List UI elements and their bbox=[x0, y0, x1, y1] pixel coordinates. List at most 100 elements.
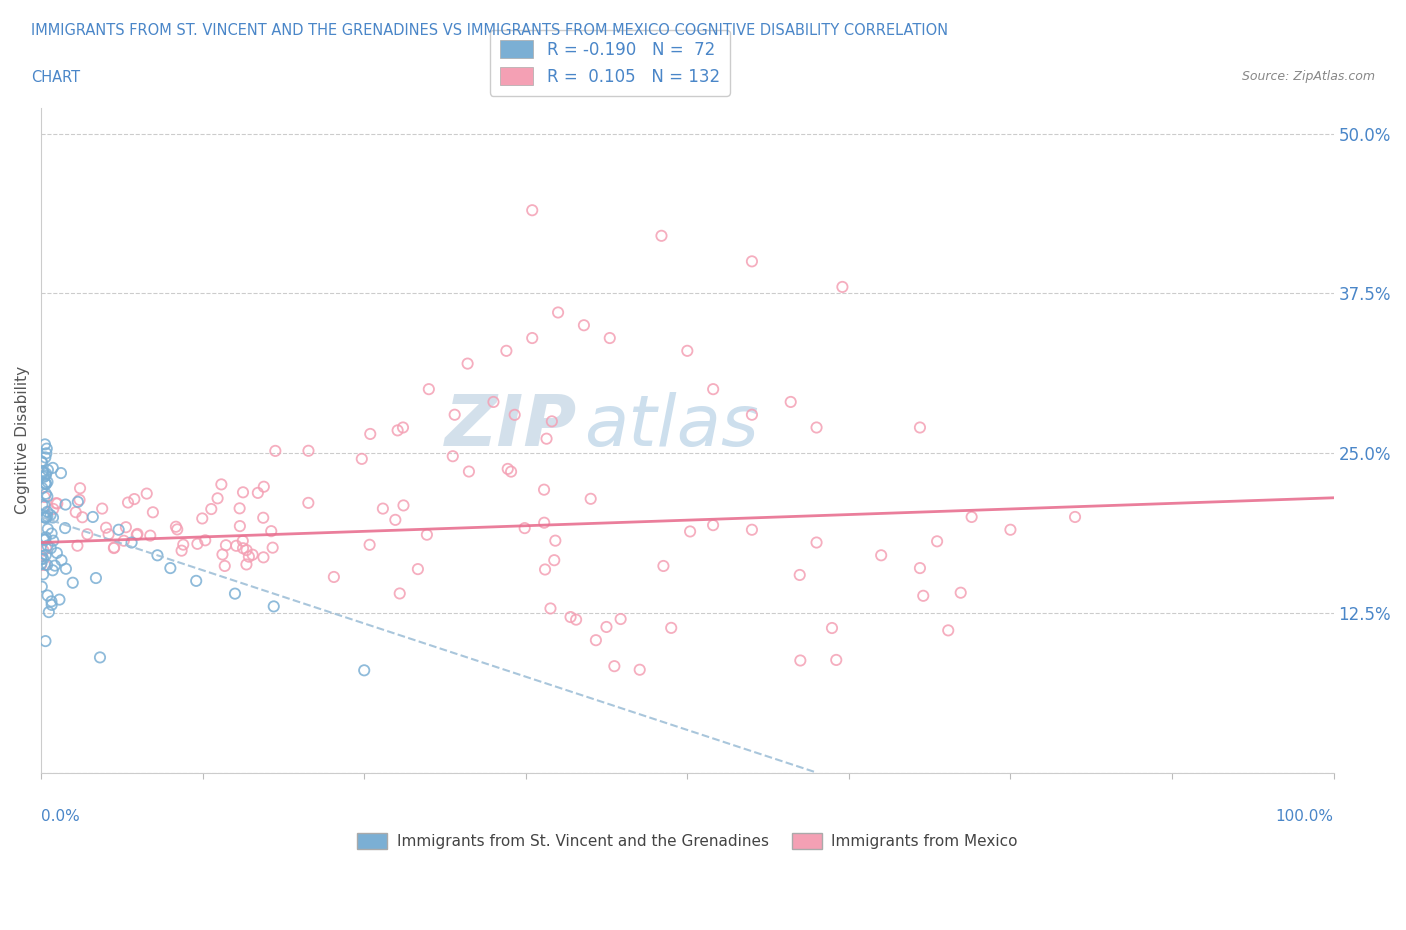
Point bbox=[595, 619, 617, 634]
Point bbox=[572, 318, 595, 333]
Point bbox=[30, 551, 52, 566]
Point bbox=[55, 562, 77, 577]
Point bbox=[482, 394, 505, 409]
Point bbox=[44, 558, 66, 573]
Point bbox=[1064, 510, 1087, 525]
Point bbox=[37, 588, 59, 603]
Point bbox=[441, 449, 464, 464]
Point bbox=[34, 437, 56, 452]
Point bbox=[37, 522, 59, 537]
Point bbox=[207, 491, 229, 506]
Point bbox=[960, 510, 983, 525]
Point bbox=[51, 552, 73, 567]
Point bbox=[37, 509, 59, 524]
Text: 0.0%: 0.0% bbox=[41, 809, 80, 824]
Point bbox=[543, 552, 565, 567]
Point bbox=[224, 586, 246, 601]
Point bbox=[48, 592, 70, 607]
Point bbox=[55, 498, 77, 512]
Point bbox=[242, 547, 264, 562]
Point bbox=[69, 493, 91, 508]
Point bbox=[191, 511, 214, 525]
Point bbox=[350, 451, 373, 466]
Point bbox=[31, 456, 53, 471]
Point bbox=[41, 597, 63, 612]
Point bbox=[387, 423, 409, 438]
Point bbox=[31, 463, 53, 478]
Point bbox=[496, 461, 519, 476]
Point bbox=[359, 538, 381, 552]
Point bbox=[34, 511, 56, 525]
Point bbox=[297, 496, 319, 511]
Point bbox=[53, 521, 76, 536]
Point bbox=[821, 620, 844, 635]
Point bbox=[35, 548, 58, 563]
Point bbox=[540, 601, 562, 616]
Point bbox=[135, 486, 157, 501]
Point bbox=[544, 533, 567, 548]
Point bbox=[392, 498, 415, 512]
Point bbox=[263, 599, 285, 614]
Point bbox=[39, 508, 62, 523]
Text: 100.0%: 100.0% bbox=[1275, 809, 1333, 824]
Point bbox=[142, 505, 165, 520]
Point bbox=[32, 551, 55, 566]
Point bbox=[35, 486, 58, 501]
Point bbox=[194, 533, 217, 548]
Point bbox=[825, 653, 848, 668]
Point bbox=[84, 571, 107, 586]
Point bbox=[45, 546, 67, 561]
Point bbox=[406, 562, 429, 577]
Point bbox=[650, 229, 672, 244]
Point bbox=[603, 658, 626, 673]
Point bbox=[37, 557, 59, 572]
Point bbox=[34, 475, 56, 490]
Point bbox=[702, 381, 724, 396]
Point bbox=[652, 559, 675, 574]
Point bbox=[31, 481, 53, 496]
Point bbox=[246, 485, 269, 500]
Point bbox=[35, 476, 58, 491]
Point bbox=[252, 511, 274, 525]
Point bbox=[124, 492, 146, 507]
Point bbox=[35, 511, 58, 525]
Point bbox=[522, 330, 544, 345]
Point bbox=[927, 534, 949, 549]
Point bbox=[42, 533, 65, 548]
Point bbox=[32, 532, 55, 547]
Point bbox=[579, 491, 602, 506]
Point bbox=[232, 485, 254, 499]
Point bbox=[35, 466, 58, 481]
Point bbox=[42, 501, 65, 516]
Point bbox=[908, 561, 931, 576]
Point bbox=[384, 512, 406, 527]
Point bbox=[870, 548, 893, 563]
Point bbox=[34, 532, 56, 547]
Point bbox=[82, 510, 104, 525]
Point bbox=[49, 466, 72, 481]
Point bbox=[253, 479, 276, 494]
Point bbox=[30, 556, 52, 571]
Point bbox=[37, 504, 59, 519]
Point bbox=[676, 343, 699, 358]
Point bbox=[103, 540, 125, 555]
Point bbox=[72, 510, 94, 525]
Point bbox=[31, 498, 53, 512]
Point bbox=[533, 483, 555, 498]
Point bbox=[1000, 523, 1022, 538]
Point bbox=[121, 535, 143, 550]
Point bbox=[264, 444, 287, 458]
Point bbox=[34, 450, 56, 465]
Point bbox=[214, 559, 236, 574]
Point bbox=[536, 432, 558, 446]
Point bbox=[35, 445, 58, 460]
Point bbox=[186, 574, 208, 589]
Point bbox=[609, 612, 631, 627]
Point bbox=[125, 527, 148, 542]
Point bbox=[585, 632, 607, 647]
Point bbox=[232, 540, 254, 555]
Point bbox=[238, 550, 260, 565]
Point bbox=[209, 477, 232, 492]
Point bbox=[260, 524, 283, 538]
Point bbox=[297, 444, 319, 458]
